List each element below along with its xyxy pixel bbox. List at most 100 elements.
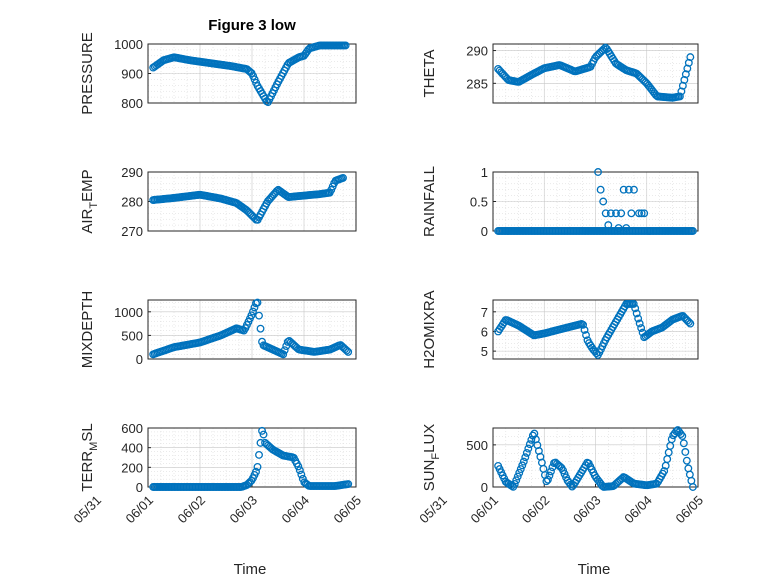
panel-rainfall: 0 0.5 1 RAINFALL <box>421 165 699 239</box>
x-tick-label: 06/04 <box>621 493 655 527</box>
data-point <box>640 209 649 218</box>
data-point <box>679 439 688 448</box>
data-point <box>627 209 636 218</box>
data-point <box>580 326 589 334</box>
figure-title: Figure 3 low <box>208 17 296 34</box>
data-point <box>582 331 590 340</box>
y-axis-label: MIXDEPTH <box>79 291 96 369</box>
y-tick-label: 1000 <box>114 37 143 52</box>
data-point <box>283 337 292 346</box>
axes-frame <box>147 299 357 360</box>
data-point <box>342 346 351 355</box>
data-point <box>645 227 654 235</box>
data-point <box>614 224 623 232</box>
y-tick-label: 290 <box>121 165 143 180</box>
y-tick-label: 200 <box>121 460 143 475</box>
x-tick-label: 06/03 <box>227 493 261 527</box>
data-point <box>344 480 353 488</box>
data-point <box>253 462 262 471</box>
data-point <box>624 185 633 194</box>
data-point <box>688 483 697 491</box>
y-tick-label: 285 <box>466 76 488 91</box>
y-axis-label: TERRMSL <box>79 423 100 491</box>
data-point <box>521 453 530 462</box>
y-tick-label: 0 <box>481 224 488 239</box>
data-point <box>664 448 673 457</box>
data-point <box>660 467 669 475</box>
data-point <box>686 319 695 328</box>
data-point <box>545 471 554 480</box>
data-point <box>279 350 288 359</box>
x-tick-label: 05/31 <box>416 493 450 527</box>
data-point <box>678 432 687 440</box>
data-point <box>622 224 631 232</box>
data-point <box>539 464 548 473</box>
y-tick-label: 1 <box>481 165 488 180</box>
data-point <box>637 209 646 218</box>
data-point <box>684 318 693 327</box>
data-point <box>666 441 675 450</box>
data-point <box>612 209 620 218</box>
y-tick-label: 5 <box>481 344 488 359</box>
x-tick-label: 06/05 <box>673 493 707 527</box>
y-tick-label: 500 <box>121 328 143 343</box>
y-tick-label: 400 <box>121 441 143 456</box>
y-axis-label: H2OMIXRA <box>421 290 438 368</box>
x-axis-label-left: Time <box>234 561 267 578</box>
x-tick-label: 06/02 <box>519 493 553 527</box>
data-point <box>663 455 672 464</box>
axes-frame <box>492 299 699 360</box>
data-point <box>255 450 263 459</box>
data-point <box>297 470 306 479</box>
data-point <box>594 168 603 176</box>
data-point <box>682 456 691 465</box>
data-point <box>247 311 256 320</box>
data-point <box>518 461 527 470</box>
data-point <box>635 319 644 328</box>
data-point <box>601 209 610 218</box>
y-tick-label: 600 <box>121 421 143 436</box>
data-point <box>512 476 521 485</box>
data-point <box>596 185 605 194</box>
x-tick-label: 06/01 <box>468 493 502 527</box>
data-point <box>684 464 693 473</box>
data-point <box>667 435 676 444</box>
data-point <box>527 435 536 444</box>
data-point <box>513 472 522 481</box>
y-tick-label: 1000 <box>114 305 143 320</box>
data-point <box>341 41 350 50</box>
x-tick-label: 06/05 <box>331 493 365 527</box>
x-axis-label-right: Time <box>578 561 611 578</box>
x-tick-label: 06/02 <box>175 493 209 527</box>
data-point <box>256 324 265 333</box>
data-point <box>676 430 685 438</box>
data-point <box>632 309 641 318</box>
data-point <box>547 467 555 476</box>
y-tick-label: 0.5 <box>470 195 488 210</box>
data-point <box>566 480 575 489</box>
y-axis-label: PRESSURE <box>79 32 96 115</box>
data-point <box>339 173 347 182</box>
data-point <box>599 197 608 206</box>
y-tick-label: 500 <box>466 438 488 453</box>
data-point <box>525 440 534 449</box>
y-axis-label: RAINFALL <box>421 166 438 237</box>
data-point <box>619 185 628 194</box>
data-point <box>688 227 697 235</box>
data-point <box>634 314 643 323</box>
y-tick-label: 7 <box>481 305 488 320</box>
data-point <box>686 53 695 62</box>
data-point <box>522 448 531 457</box>
panel-air_temp: 270 280 290 AIRTEMP <box>79 165 357 239</box>
y-tick-label: 0 <box>136 480 143 495</box>
panel-h2omixra: 5 6 7 H2OMIXRA <box>421 290 699 369</box>
y-tick-label: 0 <box>481 480 488 495</box>
data-point <box>344 347 353 356</box>
data-point <box>675 92 684 101</box>
panel-theta: 285 290 THETA <box>421 43 699 104</box>
data-point <box>253 298 262 307</box>
data-point <box>255 311 263 320</box>
y-tick-label: 800 <box>121 96 143 111</box>
data-point <box>606 209 615 218</box>
